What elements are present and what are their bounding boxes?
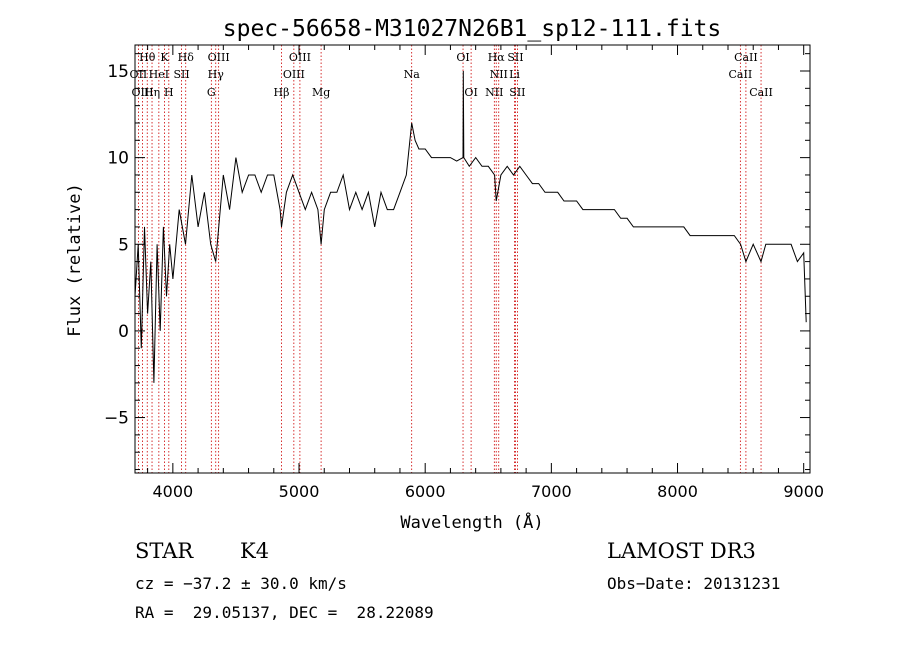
y-tick-label: 15 bbox=[107, 62, 129, 82]
line-label-10: Hγ bbox=[208, 68, 225, 81]
x-tick-label: 7000 bbox=[531, 482, 572, 501]
line-label-20: NII bbox=[490, 68, 508, 81]
x-axis: 4000 5000 6000 7000 8000 9000 bbox=[147, 45, 824, 501]
line-label-15: Mg bbox=[312, 86, 330, 99]
line-label-23: Li bbox=[509, 68, 520, 81]
plot-frame bbox=[134, 44, 811, 474]
line-label-22: SII bbox=[507, 51, 523, 64]
ra-dec-coordinates: RA = 29.05137, DEC = 28.22089 bbox=[135, 603, 434, 622]
line-label-5: K bbox=[160, 51, 169, 64]
line-label-4: Hη bbox=[144, 86, 160, 99]
y-tick-label: 0 bbox=[118, 322, 129, 342]
line-label-21: NII bbox=[485, 86, 503, 99]
x-tick-label: 6000 bbox=[405, 482, 446, 501]
line-label-26: CaII bbox=[729, 68, 753, 81]
line-label-17: OI bbox=[456, 51, 469, 64]
object-subclass: K4 bbox=[240, 539, 270, 563]
line-label-13: OIII bbox=[289, 51, 311, 64]
x-axis-label: Wavelength (Å) bbox=[400, 511, 543, 533]
spectrum-line bbox=[134, 70, 807, 383]
line-label-25: CaII bbox=[734, 51, 758, 64]
survey-name: LAMOST DR3 bbox=[607, 539, 756, 563]
redshift-velocity: cz = −37.2 ± 30.0 km/s bbox=[135, 574, 347, 593]
y-tick-label: −5 bbox=[104, 409, 129, 429]
line-label-12: Hβ bbox=[274, 86, 290, 99]
line-label-7: H bbox=[164, 86, 174, 99]
line-label-16: Na bbox=[404, 68, 421, 81]
y-axis-label: Flux (relative) bbox=[65, 183, 85, 337]
y-axis: −5 0 5 10 15 bbox=[104, 53, 810, 471]
object-class: STAR bbox=[135, 539, 194, 563]
line-label-8: Hδ bbox=[178, 51, 195, 64]
x-tick-label: 5000 bbox=[279, 482, 320, 501]
line-label-3: OIII bbox=[132, 86, 154, 99]
line-label-9: OIII bbox=[208, 51, 230, 64]
line-label-27: CaII bbox=[749, 86, 773, 99]
line-label-2: HeI bbox=[149, 68, 169, 81]
line-label-24: SII bbox=[509, 86, 525, 99]
chart-title: spec-56658-M31027N26B1_sp12-111.fits bbox=[223, 16, 722, 42]
line-label-19: Hα bbox=[488, 51, 506, 64]
line-label-18: OI bbox=[464, 86, 477, 99]
line-label-14: OIII bbox=[283, 68, 305, 81]
y-tick-label: 5 bbox=[118, 235, 129, 255]
line-label-1: OII bbox=[130, 68, 148, 81]
line-label-0: Hθ bbox=[139, 51, 156, 64]
observation-date: Obs−Date: 20131231 bbox=[607, 574, 781, 593]
x-tick-label: 8000 bbox=[657, 482, 698, 501]
x-tick-label: 9000 bbox=[783, 482, 824, 501]
line-label-6: SII bbox=[173, 68, 189, 81]
line-label-11: G bbox=[207, 86, 216, 99]
spectral-line-markers bbox=[138, 45, 762, 473]
y-tick-label: 10 bbox=[107, 149, 129, 169]
x-tick-label: 4000 bbox=[152, 482, 193, 501]
